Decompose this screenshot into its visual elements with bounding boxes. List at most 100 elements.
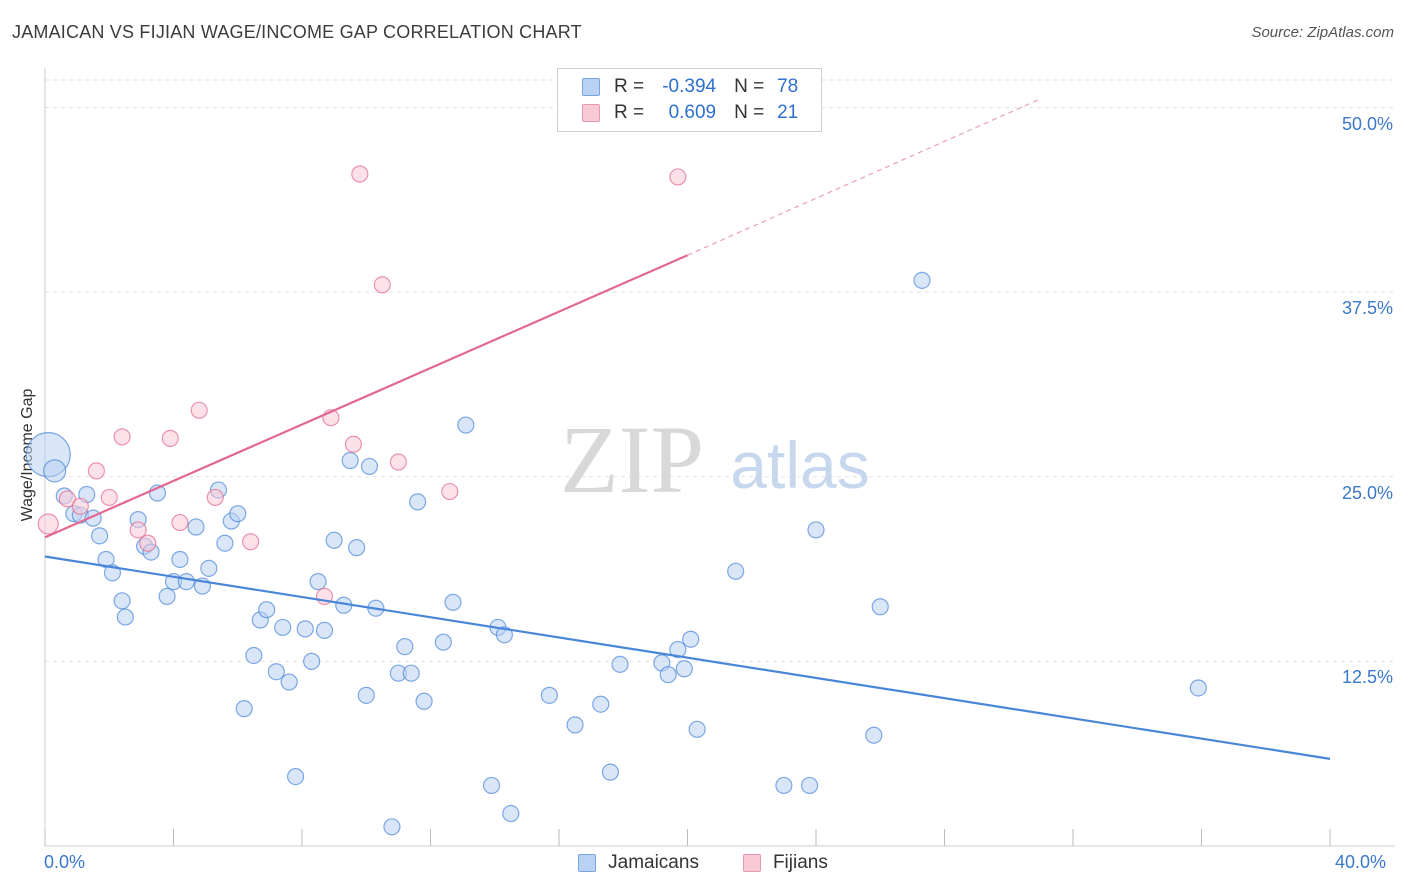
fijian-point: [373, 276, 391, 294]
legend-row-jamaicans: R = -0.394 N = 78: [582, 75, 798, 99]
trend-lines: [44, 98, 1331, 760]
jamaican-point: [669, 640, 687, 659]
jamaican-point: [727, 562, 745, 580]
legend-r-value: -0.394: [662, 76, 717, 97]
jamaican-point: [187, 518, 205, 536]
jamaican-point: [688, 720, 706, 738]
jamaican-point: [177, 573, 195, 591]
jamaican-point: [158, 587, 176, 606]
jamaican-point: [444, 593, 462, 611]
legend-n-value: 78: [777, 76, 799, 97]
jamaican-point: [865, 726, 883, 744]
correlation-legend: R = -0.394 N = 78 R = 0.609 N = 21: [557, 68, 822, 132]
y-tick-label: 25.0%: [1341, 482, 1393, 503]
chart-source: Source: ZipAtlas.com: [1251, 24, 1394, 41]
legend-r-label: R =: [614, 76, 645, 97]
jamaican-point: [216, 534, 234, 552]
x-tick-min: 0.0%: [44, 852, 86, 872]
fijian-point: [129, 521, 147, 539]
jamaican-point: [913, 271, 931, 289]
jamaican-point: [286, 767, 305, 786]
jamaican-point: [171, 550, 189, 569]
watermark-zip: ZIP: [560, 406, 704, 513]
jamaican-point: [348, 539, 366, 557]
jamaican-point: [309, 573, 327, 591]
grid-lines: [45, 79, 1395, 662]
fijian-point: [389, 453, 407, 471]
fijian-point: [87, 462, 106, 480]
jamaican-point: [357, 686, 375, 704]
fijian-point: [113, 428, 131, 446]
jamaican-point: [659, 666, 677, 684]
jamaican-point: [409, 493, 427, 511]
fijian-point: [171, 513, 189, 532]
x-tick-max: 40.0%: [1335, 852, 1387, 872]
jamaican-point: [116, 608, 134, 626]
jamaican-point: [402, 664, 420, 682]
fijian-point: [441, 482, 459, 501]
fijian-trend-extension: [687, 98, 1042, 256]
jamaican-point: [200, 559, 218, 577]
jamaican-point: [566, 716, 584, 734]
jamaican-point: [296, 620, 314, 638]
jamaican-point: [482, 776, 501, 795]
legend-r-value: 0.609: [668, 102, 717, 123]
chart-title: JAMAICAN VS FIJIAN WAGE/INCOME GAP CORRE…: [12, 22, 582, 42]
jamaican-point: [592, 695, 610, 713]
fijian-point: [190, 401, 208, 419]
series-legend-jamaicans[interactable]: Jamaicans: [578, 852, 699, 874]
jamaican-point: [434, 633, 452, 651]
legend-n-label: N =: [734, 102, 765, 123]
jamaican-point: [280, 673, 298, 691]
jamaican-point: [325, 531, 343, 549]
jamaican-point: [258, 601, 276, 619]
series-swatch-jamaicans: [578, 854, 597, 872]
jamaican-point: [235, 700, 253, 718]
jamaican-point: [315, 621, 334, 639]
fijian-point: [206, 488, 224, 507]
jamaican-point: [303, 652, 321, 670]
jamaican-point: [540, 686, 558, 704]
jamaican-point: [113, 592, 131, 610]
jamaican-point: [775, 776, 793, 795]
jamaican-point: [396, 638, 414, 656]
data-points: [25, 165, 1207, 836]
jamaican-point: [807, 521, 825, 539]
jamaican-point: [341, 451, 359, 470]
fijian-point: [58, 490, 77, 508]
fijian-trend-line: [44, 254, 688, 539]
jamaican-point: [245, 646, 263, 665]
jamaican-point: [91, 527, 109, 545]
legend-n-label: N =: [734, 76, 765, 97]
legend-swatch-jamaicans: [582, 78, 600, 96]
series-legend: Jamaicans Fijians: [0, 852, 1406, 874]
jamaican-point: [274, 618, 292, 637]
fijian-point: [139, 534, 157, 552]
fijian-point: [161, 429, 179, 447]
legend-row-fijians: R = 0.609 N = 21: [582, 101, 798, 125]
jamaican-trend-line: [44, 555, 1331, 760]
y-tick-label: 50.0%: [1341, 113, 1393, 134]
legend-n-value: 21: [777, 102, 799, 123]
fijian-point: [37, 513, 59, 535]
jamaican-point: [800, 776, 819, 795]
fijian-point: [344, 435, 362, 453]
fijian-point: [351, 165, 369, 183]
jamaican-point: [601, 763, 620, 781]
jamaican-point: [495, 626, 513, 644]
legend-r-label: R =: [614, 102, 645, 123]
series-label-fijians: Fijians: [772, 852, 828, 873]
series-label-jamaicans: Jamaicans: [608, 852, 699, 873]
jamaican-point: [675, 660, 693, 678]
jamaican-point: [229, 505, 247, 523]
jamaican-point: [1189, 679, 1207, 697]
legend-swatch-fijians: [582, 104, 600, 122]
jamaican-point: [682, 630, 700, 648]
watermark: ZIP atlas: [560, 406, 870, 513]
y-tick-label: 37.5%: [1341, 298, 1393, 319]
fijian-point: [242, 533, 260, 551]
watermark-atlas: atlas: [730, 428, 869, 502]
jamaican-point: [611, 655, 629, 673]
series-legend-fijians[interactable]: Fijians: [742, 852, 828, 874]
